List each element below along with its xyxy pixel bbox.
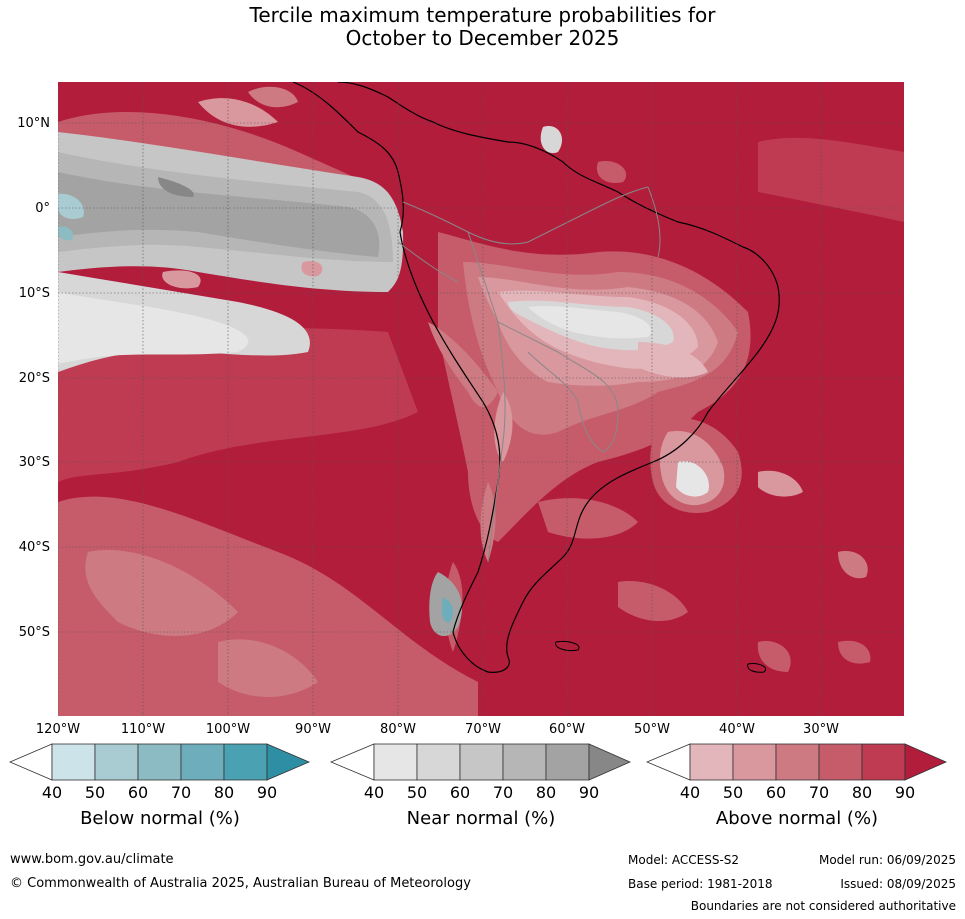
probability-map [58, 82, 904, 716]
disclaimer-text: Boundaries are not considered authoritat… [690, 899, 956, 913]
lat-label-40s: 40°S [18, 540, 50, 555]
cb2-title: Near normal (%) [406, 808, 556, 829]
cb3-tick-60: 60 [765, 783, 787, 802]
lon-label-70w: 70°W [465, 722, 501, 737]
cb1-tick-60: 60 [127, 783, 149, 802]
cb1-tick-80: 80 [213, 783, 235, 802]
graticule [58, 82, 904, 716]
lon-label-100w: 100°W [205, 722, 251, 737]
lat-label-30s: 30°S [18, 455, 50, 470]
model-text: Model: ACCESS-S2 [628, 853, 740, 867]
lat-label-10s: 10°S [18, 286, 50, 301]
title-line-2: October to December 2025 [345, 26, 620, 50]
lon-label-80w: 80°W [380, 722, 416, 737]
cb2-tick-90: 90 [578, 783, 600, 802]
colorbar-near-normal [330, 743, 631, 781]
lat-label-0: 0° [35, 201, 50, 216]
colorbar-below-normal [9, 743, 311, 781]
map-svg [58, 82, 904, 716]
lon-label-30w: 30°W [803, 722, 839, 737]
lat-label-20s: 20°S [18, 371, 50, 386]
lat-label-50s: 50°S [18, 625, 50, 640]
cb2-tick-60: 60 [449, 783, 471, 802]
lat-label-10n: 10°N [17, 116, 50, 131]
cb1-tick-50: 50 [84, 783, 106, 802]
base-period-text: Base period: 1981-2018 [628, 877, 773, 891]
cb3-tick-50: 50 [722, 783, 744, 802]
lon-label-50w: 50°W [634, 722, 670, 737]
cb1-tick-90: 90 [256, 783, 278, 802]
lon-label-120w: 120°W [35, 722, 81, 737]
map-title: Tercile maximum temperature probabilitie… [0, 4, 965, 50]
lon-label-60w: 60°W [549, 722, 585, 737]
cb2-tick-50: 50 [406, 783, 428, 802]
cb3-tick-90: 90 [894, 783, 916, 802]
lon-label-110w: 110°W [120, 722, 166, 737]
cb1-tick-40: 40 [41, 783, 63, 802]
colorbar-above-normal [646, 743, 947, 781]
title-line-1: Tercile maximum temperature probabilitie… [249, 3, 716, 27]
cb2-tick-70: 70 [492, 783, 514, 802]
cb3-tick-40: 40 [679, 783, 701, 802]
cb2-tick-40: 40 [363, 783, 385, 802]
copyright-text: © Commonwealth of Australia 2025, Austra… [10, 876, 471, 891]
cb3-title: Above normal (%) [715, 808, 879, 829]
lon-label-40w: 40°W [719, 722, 755, 737]
website-link[interactable]: www.bom.gov.au/climate [10, 852, 174, 867]
cb3-tick-80: 80 [851, 783, 873, 802]
lon-label-90w: 90°W [295, 722, 331, 737]
cb1-tick-70: 70 [170, 783, 192, 802]
model-run-text: Model run: 06/09/2025 [818, 853, 956, 867]
cb2-tick-80: 80 [535, 783, 557, 802]
cb3-tick-70: 70 [808, 783, 830, 802]
issued-text: Issued: 08/09/2025 [840, 877, 956, 891]
cb1-title: Below normal (%) [80, 808, 240, 829]
